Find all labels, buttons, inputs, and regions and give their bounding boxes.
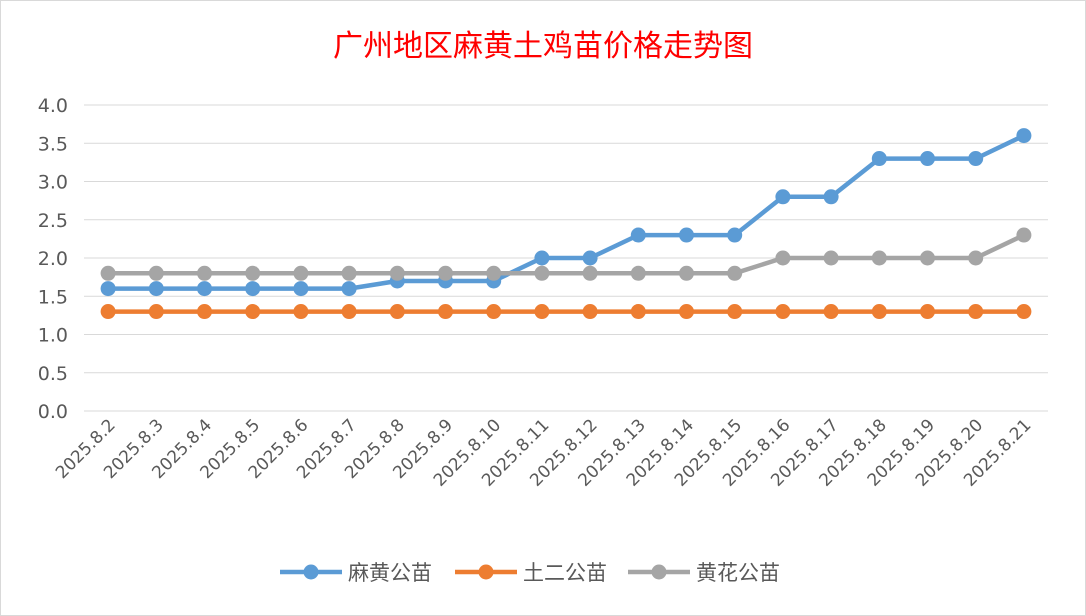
legend-label: 黄花公苗	[696, 561, 780, 585]
data-point	[341, 281, 357, 297]
data-point	[920, 304, 935, 320]
y-axis-ticks: 0.0 0.5 1.0 1.5 2.0 2.5 3.0 3.5 4.0	[38, 95, 68, 423]
data-point	[727, 265, 743, 281]
series-lines	[100, 128, 1032, 320]
legend-label: 麻黄公苗	[348, 561, 432, 585]
legend-swatch-marker	[303, 564, 319, 580]
series-2	[100, 227, 1032, 281]
data-point	[293, 304, 309, 320]
data-point	[920, 151, 935, 167]
series-line	[105, 133, 1027, 291]
data-point	[920, 250, 935, 266]
data-point	[341, 304, 357, 320]
data-point	[100, 265, 116, 281]
data-point	[148, 265, 164, 281]
data-point	[197, 304, 212, 320]
data-point	[871, 151, 887, 167]
data-point	[389, 304, 405, 320]
series-0	[100, 128, 1032, 297]
data-point	[679, 304, 694, 320]
data-point	[148, 281, 164, 297]
y-tick-label: 2.0	[38, 248, 68, 270]
data-point	[727, 304, 743, 320]
chart-title: 广州地区麻黄土鸡苗价格走势图	[333, 29, 753, 64]
y-tick-label: 1.0	[38, 325, 68, 347]
data-point	[968, 304, 984, 320]
data-point	[438, 265, 453, 281]
data-point	[727, 227, 743, 243]
data-point	[197, 281, 212, 297]
data-point	[871, 250, 887, 266]
data-point	[775, 250, 791, 266]
data-point	[582, 250, 598, 266]
data-point	[486, 265, 502, 281]
data-point	[968, 250, 984, 266]
data-point	[245, 265, 261, 281]
data-point	[197, 265, 212, 281]
data-point	[534, 304, 550, 320]
data-point	[679, 227, 694, 243]
series-line	[105, 232, 1027, 276]
y-tick-label: 0.0	[38, 401, 68, 423]
data-point	[968, 151, 984, 167]
y-tick-label: 4.0	[38, 95, 68, 117]
data-point	[293, 265, 309, 281]
legend-swatch-marker	[478, 564, 494, 580]
data-point	[823, 189, 839, 205]
data-point	[1016, 128, 1032, 144]
data-point	[486, 304, 502, 320]
data-point	[341, 265, 357, 281]
data-point	[775, 304, 791, 320]
data-point	[630, 304, 646, 320]
legend-item-0: 麻黄公苗	[280, 561, 432, 585]
y-tick-label: 1.5	[38, 286, 68, 308]
data-point	[630, 265, 646, 281]
data-point	[1016, 227, 1032, 243]
y-tick-label: 3.5	[38, 133, 68, 155]
data-point	[100, 281, 116, 297]
series-1	[100, 304, 1032, 320]
data-point	[389, 265, 405, 281]
data-point	[534, 250, 550, 266]
legend: 麻黄公苗 土二公苗 黄花公苗	[280, 561, 780, 585]
legend-swatch-marker	[651, 564, 667, 580]
data-point	[630, 227, 646, 243]
y-tick-label: 0.5	[38, 363, 68, 385]
data-point	[245, 281, 261, 297]
data-point	[534, 265, 550, 281]
data-point	[871, 304, 887, 320]
legend-item-1: 土二公苗	[455, 561, 607, 585]
data-point	[823, 250, 839, 266]
data-point	[293, 281, 309, 297]
data-point	[775, 189, 791, 205]
data-point	[582, 265, 598, 281]
data-point	[100, 304, 116, 320]
data-point	[148, 304, 164, 320]
data-point	[245, 304, 261, 320]
y-tick-label: 3.0	[38, 172, 68, 194]
data-point	[438, 304, 453, 320]
data-point	[679, 265, 694, 281]
grid-lines	[84, 104, 1048, 412]
legend-item-2: 黄花公苗	[628, 561, 780, 585]
data-point	[582, 304, 598, 320]
data-point	[823, 304, 839, 320]
legend-label: 土二公苗	[523, 561, 607, 585]
data-point	[1016, 304, 1032, 320]
y-tick-label: 2.5	[38, 210, 68, 232]
